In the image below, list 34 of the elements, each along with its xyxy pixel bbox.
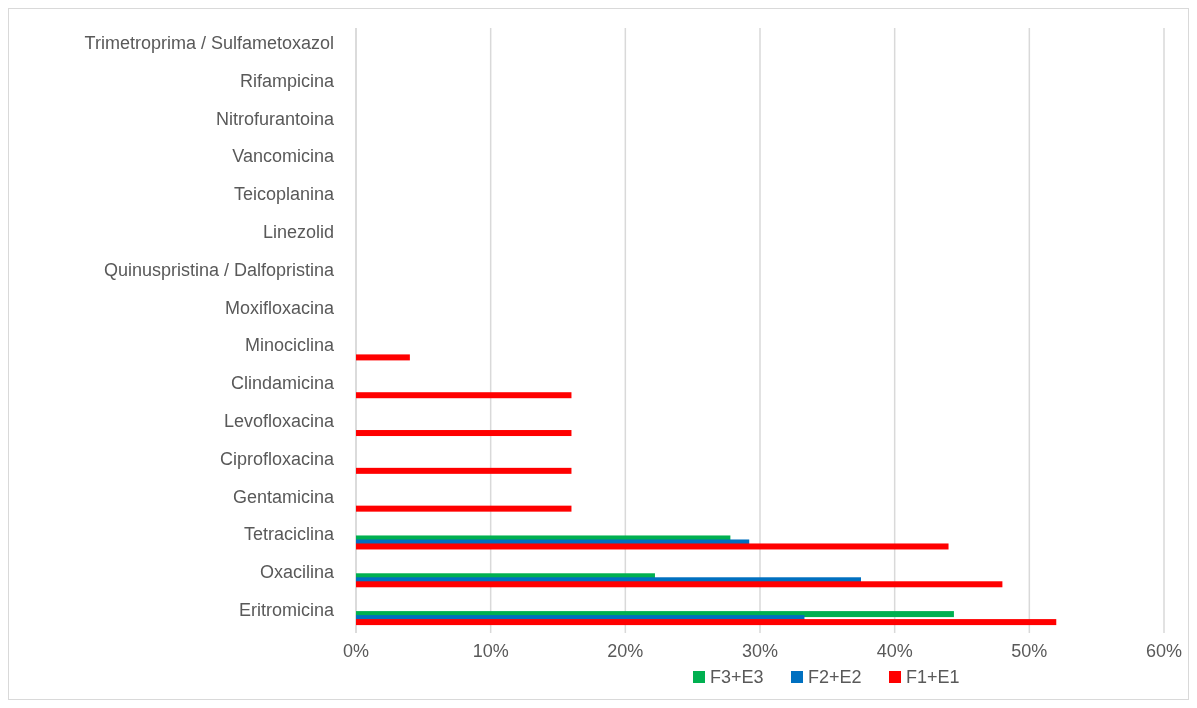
bar — [356, 581, 1003, 588]
y-tick-label: Oxacilina — [259, 562, 335, 583]
x-tick-label: 40% — [876, 641, 913, 661]
bar — [356, 430, 572, 437]
bar — [356, 543, 949, 550]
x-tick-label: 20% — [607, 641, 644, 661]
x-tick-label: 60% — [1145, 641, 1183, 661]
bar — [356, 354, 410, 361]
y-tick-label: Tetraciclina — [243, 524, 335, 545]
y-tick-label: Teicoplanina — [233, 184, 335, 205]
y-tick-label: Vancomicina — [232, 146, 335, 167]
bar — [356, 619, 1057, 626]
y-tick-label: Eritromicina — [238, 600, 335, 621]
bar — [356, 505, 572, 512]
bar — [356, 467, 572, 474]
legend-label: F1+E1 — [906, 667, 960, 687]
legend-label: F2+E2 — [808, 667, 862, 687]
y-tick-label: Minociclina — [244, 335, 335, 356]
y-tick-label: Moxifloxacina — [224, 297, 335, 318]
y-tick-label: Trimetroprima / Sulfametoxazol — [84, 32, 334, 53]
x-tick-label: 30% — [741, 641, 779, 661]
x-tick-label: 50% — [1011, 641, 1048, 661]
y-tick-label: Levofloxacina — [223, 411, 335, 432]
y-tick-label: Ciprofloxacina — [219, 448, 335, 469]
legend-label: F3+E3 — [710, 667, 764, 687]
y-tick-label: Linezolid — [262, 221, 334, 242]
y-tick-label: Gentamicina — [232, 486, 335, 507]
y-tick-label: Rifampicina — [239, 70, 335, 91]
y-tick-label: Clindamicina — [230, 373, 335, 394]
bar — [356, 392, 572, 399]
y-tick-label: Nitrofurantoina — [215, 108, 335, 129]
x-tick-label: 0% — [342, 641, 370, 661]
x-tick-label: 10% — [472, 641, 509, 661]
y-tick-label: Quinuspristina / Dalfopristina — [103, 259, 335, 280]
